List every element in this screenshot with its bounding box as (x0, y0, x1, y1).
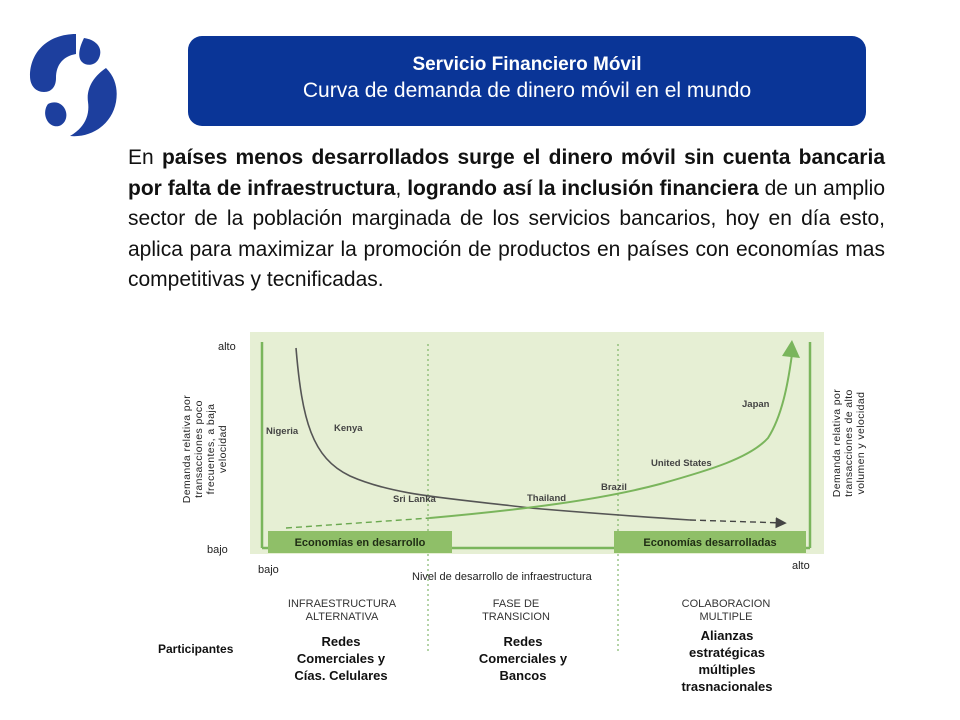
left-axis-description: Demanda relativa por transacciones poco … (181, 379, 231, 519)
country-thailand: Thailand (527, 493, 566, 504)
band-developed (614, 531, 806, 553)
company-logo-icon (30, 34, 117, 137)
phase-alternative-infrastructure: INFRAESTRUCTURA ALTERNATIVA (287, 598, 397, 623)
country-brazil: Brazil (601, 482, 627, 493)
participants-label: Participantes (158, 642, 234, 656)
band-developed-label: Economías desarrolladas (643, 537, 776, 549)
paragraph-bold-text: logrando así la inclusión financiera (407, 176, 759, 200)
page-title: Servicio Financiero Móvil (412, 54, 642, 75)
participants-phase-3: Alianzas estratégicas múltiples trasnaci… (681, 628, 773, 694)
participants-phase-1: Redes Comerciales y Cías. Celulares (294, 634, 388, 683)
left-axis-line: frecuentes, a baja (205, 403, 217, 495)
band-developing-label: Economías en desarrollo (295, 537, 426, 549)
paragraph-text: , (395, 176, 408, 200)
right-axis-line: Demanda relativa por (831, 388, 843, 498)
rising-demand-curve (429, 353, 793, 519)
declining-demand-arrow (689, 517, 787, 529)
right-axis-line: transacciones de alto (843, 389, 855, 497)
y-axis-bottom-label: bajo (207, 544, 228, 556)
paragraph-bold-text: países menos desarrollados surge el dine… (128, 146, 885, 200)
band-developing (268, 531, 452, 553)
country-united-states: United States (651, 458, 712, 469)
country-sri-lanka: Sri Lanka (393, 494, 436, 505)
chart-panel (250, 332, 824, 554)
country-kenya: Kenya (334, 423, 363, 434)
left-axis-line: Demanda relativa por (181, 394, 193, 504)
participants-phase-2: Redes Comerciales y Bancos (478, 634, 568, 683)
page-subtitle: Curva de demanda de dinero móvil en el m… (302, 79, 752, 102)
rising-demand-dashed-start (285, 517, 431, 529)
phase-multiple-collaboration: COLABORACION MULTIPLE (681, 598, 771, 623)
country-nigeria: Nigeria (266, 426, 299, 437)
left-axis-line: velocidad (217, 425, 229, 473)
right-axis-line: volumen y velocidad (855, 391, 867, 495)
left-axis-line: transacciones poco (193, 400, 205, 498)
x-axis-left-label: bajo (258, 564, 279, 576)
paragraph-text: En (128, 146, 162, 169)
rising-demand-arrowhead (782, 340, 800, 358)
country-japan: Japan (742, 399, 770, 410)
paragraph-text: de un amplio sector de la población marg… (128, 176, 886, 292)
y-axis-top-label: alto (218, 341, 236, 353)
title-banner: Servicio Financiero Móvil Curva de deman… (188, 36, 866, 126)
phase-transition: FASE DE TRANSICION (482, 598, 550, 623)
x-axis-title: Nivel de desarrollo de infraestructura (412, 571, 592, 583)
intro-paragraph: En países menos desarrollados surge el d… (128, 143, 885, 296)
declining-demand-curve (295, 347, 691, 521)
right-axis-description: Demanda relativa por transacciones de al… (831, 373, 869, 513)
x-axis-right-label: alto (792, 560, 810, 572)
